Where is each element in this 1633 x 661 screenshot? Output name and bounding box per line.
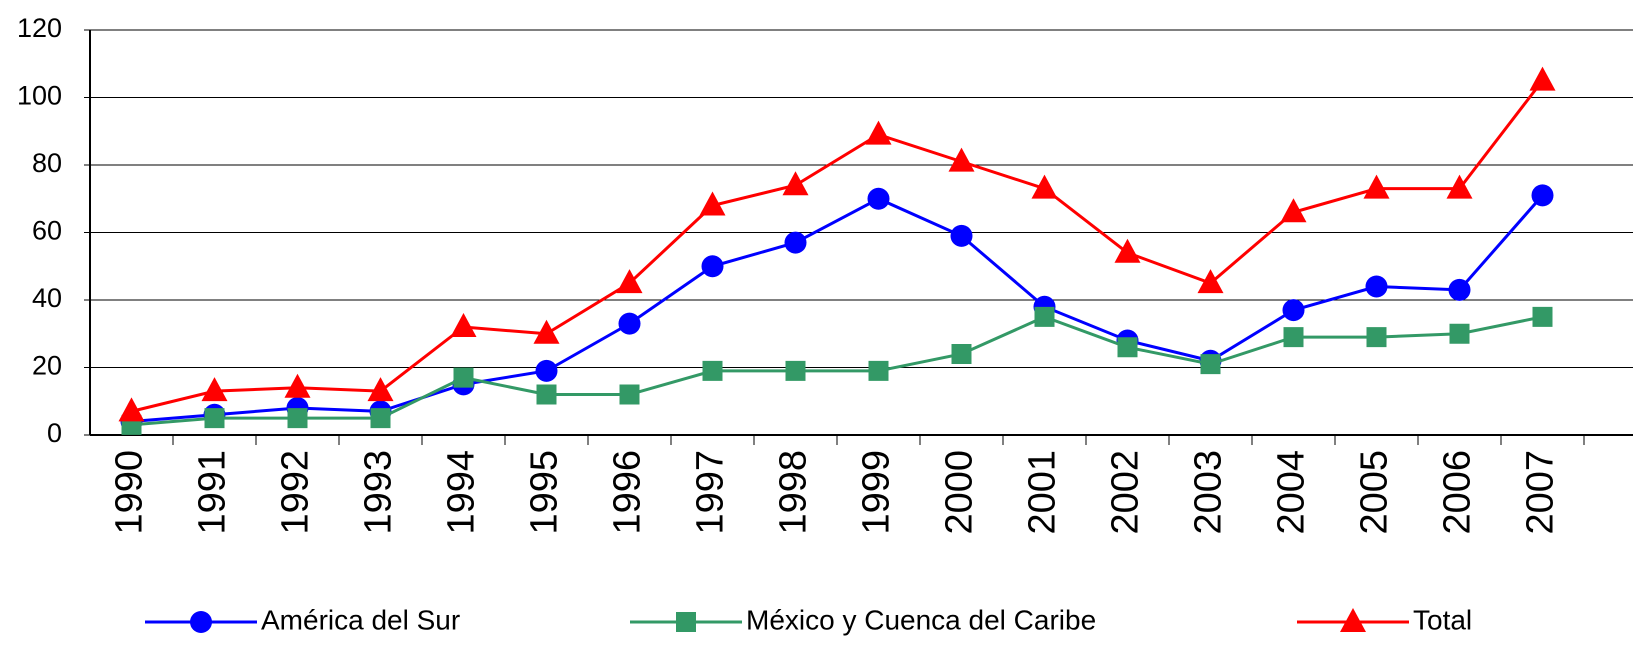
marker (370, 408, 391, 429)
marker (1449, 323, 1470, 344)
marker (676, 612, 696, 632)
marker (190, 611, 212, 633)
x-tick-label: 1995 (524, 450, 566, 535)
marker (948, 147, 975, 172)
x-tick-label: 1996 (607, 450, 649, 535)
marker (536, 384, 557, 405)
marker (1282, 299, 1305, 322)
marker (284, 373, 311, 398)
x-tick-label: 2001 (1022, 450, 1064, 535)
marker (865, 120, 892, 145)
marker (950, 224, 973, 247)
marker (784, 231, 807, 254)
x-tick-label: 2004 (1271, 450, 1313, 535)
x-tick-label: 2000 (939, 450, 981, 535)
x-tick-label: 2007 (1520, 450, 1562, 535)
marker (1365, 275, 1388, 298)
marker (1280, 198, 1307, 223)
marker (1366, 327, 1387, 348)
marker (951, 344, 972, 364)
marker (201, 377, 228, 402)
marker (1200, 354, 1221, 375)
marker (619, 384, 640, 405)
marker (1283, 327, 1304, 348)
marker (701, 255, 724, 278)
x-tick-label: 2006 (1437, 450, 1479, 535)
marker (868, 360, 889, 381)
marker (1529, 66, 1556, 91)
marker (204, 408, 225, 429)
y-tick-label: 20 (32, 351, 62, 381)
marker (367, 377, 394, 402)
marker (699, 191, 726, 216)
legend-label: Total (1413, 604, 1472, 635)
legend-label: América del Sur (261, 604, 460, 635)
marker (867, 187, 890, 210)
x-tick-label: 1993 (358, 450, 400, 535)
marker (1340, 608, 1366, 632)
legend-label: México y Cuenca del Caribe (746, 604, 1096, 635)
y-tick-label: 0 (47, 418, 62, 448)
marker (1197, 269, 1224, 294)
marker (782, 171, 809, 196)
marker (450, 313, 477, 337)
x-tick-label: 1997 (690, 450, 732, 535)
marker (287, 408, 308, 429)
marker (533, 319, 560, 344)
marker (535, 359, 558, 382)
x-tick-label: 1998 (773, 450, 815, 535)
series-line (131, 79, 1544, 413)
x-tick-label: 2005 (1354, 450, 1396, 535)
y-tick-label: 80 (32, 148, 62, 178)
marker (1034, 306, 1055, 327)
y-tick-label: 100 (17, 81, 62, 111)
marker (1531, 184, 1554, 207)
marker (785, 360, 806, 381)
x-tick-label: 2003 (1188, 450, 1230, 535)
marker (1031, 174, 1058, 199)
marker (618, 312, 641, 335)
marker (453, 367, 474, 388)
x-tick-label: 1999 (856, 450, 898, 535)
marker (118, 397, 145, 422)
marker (1363, 174, 1390, 199)
marker (1448, 278, 1471, 301)
marker (702, 360, 723, 381)
marker (1446, 174, 1473, 199)
marker (1117, 337, 1138, 358)
series-line (131, 194, 1544, 423)
series-line (131, 315, 1543, 427)
x-tick-label: 1994 (441, 450, 483, 535)
y-tick-label: 60 (32, 216, 62, 246)
marker (1114, 238, 1141, 263)
marker (616, 269, 643, 294)
y-tick-label: 120 (17, 13, 62, 43)
y-tick-label: 40 (32, 283, 62, 313)
marker (1532, 306, 1553, 327)
x-tick-label: 2002 (1105, 450, 1147, 535)
x-tick-label: 1992 (275, 450, 317, 535)
x-tick-label: 1990 (109, 450, 151, 535)
x-tick-label: 1991 (192, 450, 234, 535)
